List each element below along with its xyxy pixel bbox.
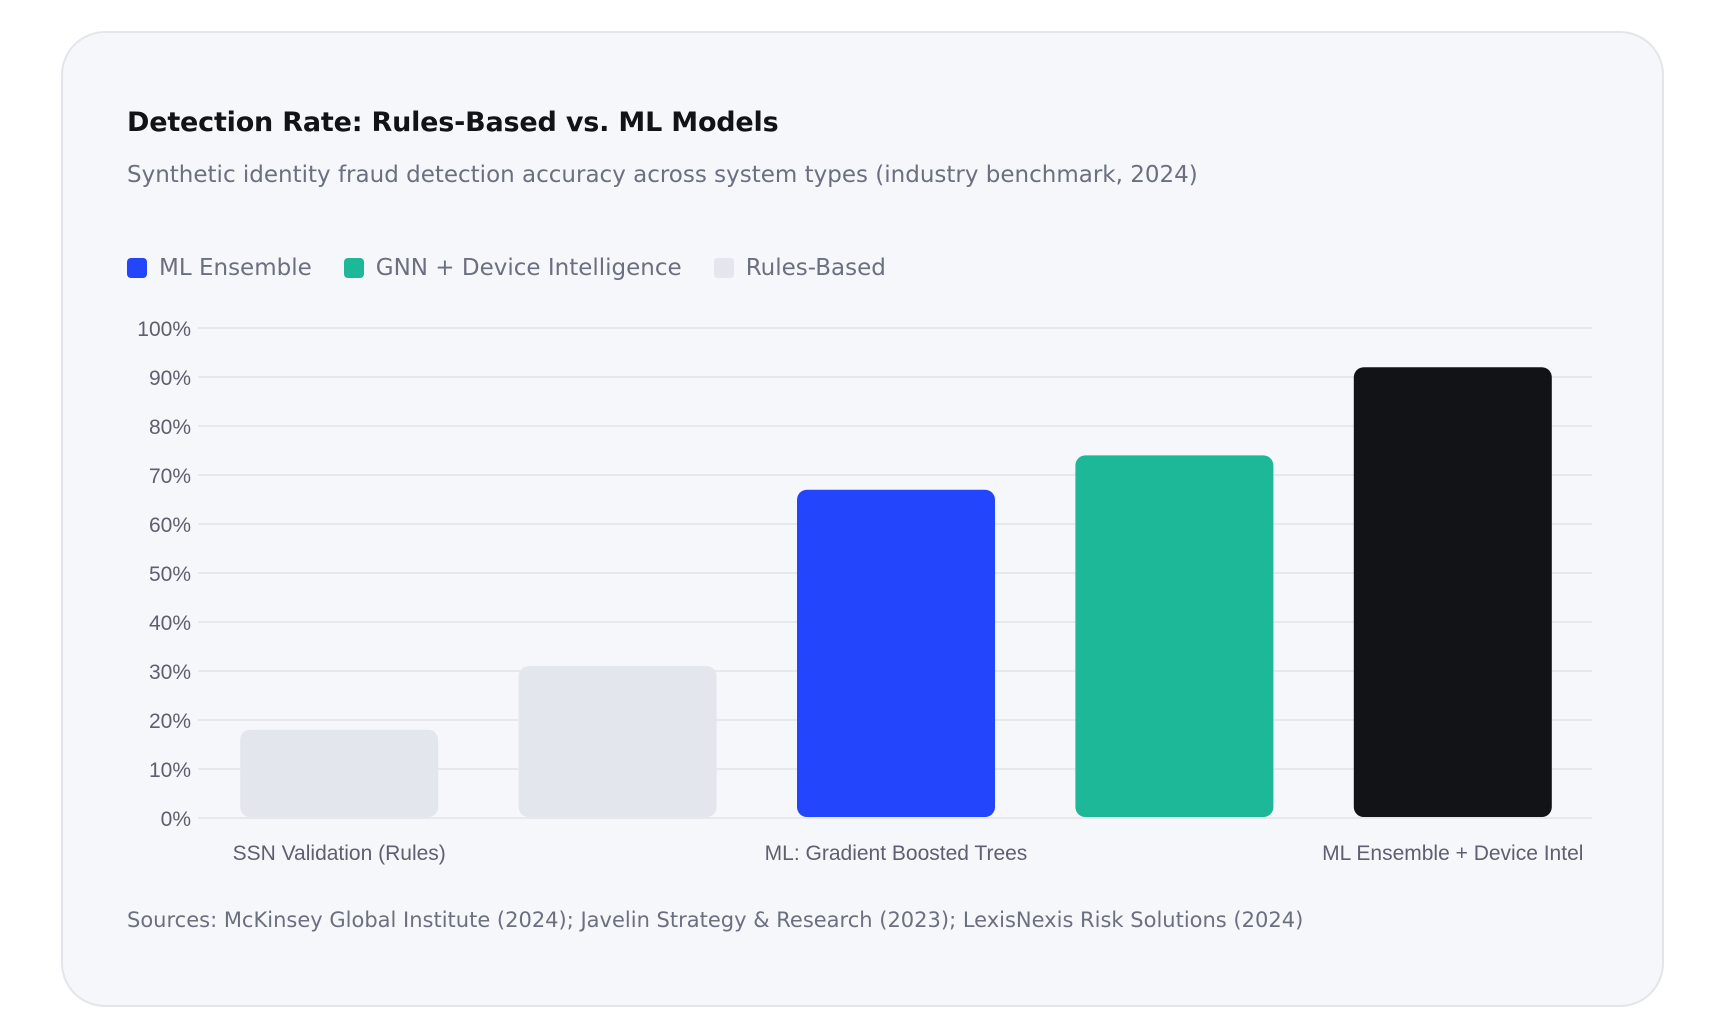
bar <box>797 489 995 817</box>
y-tick-label: 30% <box>149 661 191 684</box>
y-tick-label: 20% <box>149 710 191 733</box>
legend-label-gnn-device: GNN + Device Intelligence <box>375 255 682 281</box>
chart-title: Detection Rate: Rules-Based vs. ML Model… <box>127 107 779 138</box>
y-tick-label: 40% <box>149 612 191 635</box>
legend-item-rules-based: Rules-Based <box>713 255 886 281</box>
legend-swatch-ml-ensemble <box>127 258 147 278</box>
x-tick-label: ML Ensemble + Device Intel <box>1322 842 1583 865</box>
bar <box>1075 455 1274 817</box>
chart-subtitle: Synthetic identity fraud detection accur… <box>127 162 1198 188</box>
x-tick-label: ML: Gradient Boosted Trees <box>765 842 1028 865</box>
bars <box>240 367 1552 817</box>
legend-item-gnn-device: GNN + Device Intelligence <box>343 255 682 281</box>
bar <box>240 729 439 817</box>
legend-item-ml-ensemble: ML Ensemble <box>127 255 312 281</box>
bar <box>1353 367 1552 817</box>
y-tick-label: 80% <box>149 416 191 439</box>
chart-sources: Sources: McKinsey Global Institute (2024… <box>127 908 1304 932</box>
y-tick-label: 60% <box>149 514 191 537</box>
legend-swatch-rules-based <box>713 258 734 278</box>
x-axis-ticks: SSN Validation (Rules) ML: Gradient Boost… <box>233 842 1584 865</box>
bar <box>518 666 717 817</box>
y-tick-label: 100% <box>137 318 191 341</box>
chart-legend: ML Ensemble GNN + Device Intelligence Ru… <box>127 255 886 281</box>
y-tick-label: 10% <box>149 759 191 782</box>
y-tick-label: 0% <box>161 808 191 831</box>
y-tick-label: 50% <box>149 563 191 586</box>
legend-label-ml-ensemble: ML Ensemble <box>159 255 312 281</box>
x-tick-label: SSN Validation (Rules) <box>233 842 446 865</box>
y-axis-ticks: 0% 10% 20% 30% 40% 50% 60% 70% 80% 90% 100% <box>137 318 191 831</box>
y-tick-label: 70% <box>149 465 191 488</box>
y-tick-label: 90% <box>149 367 191 390</box>
legend-swatch-gnn-device <box>343 258 364 278</box>
legend-label-rules-based: Rules-Based <box>745 255 886 281</box>
